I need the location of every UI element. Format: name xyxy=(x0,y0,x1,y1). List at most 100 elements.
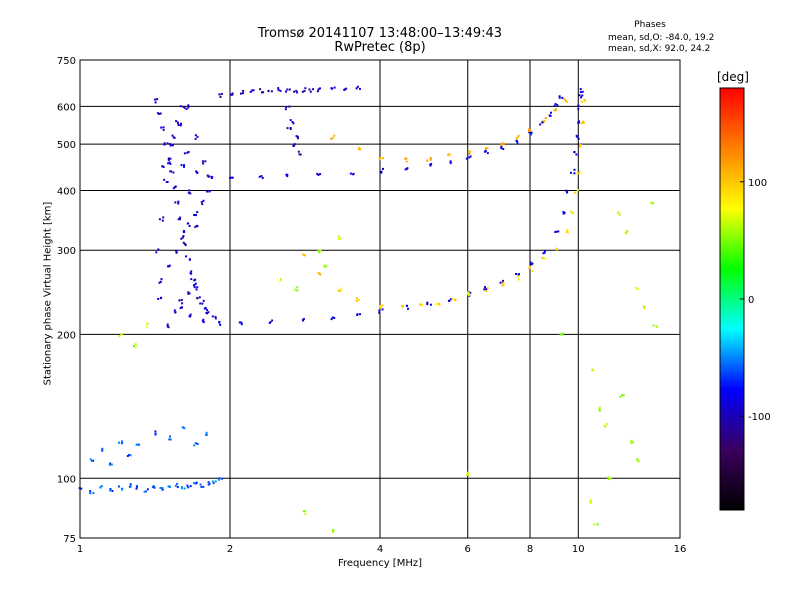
echo-point xyxy=(120,442,123,445)
echo-point xyxy=(167,162,170,165)
echo-point xyxy=(447,154,450,157)
echo-point xyxy=(175,120,178,123)
echo-point xyxy=(171,144,174,147)
echo-point xyxy=(381,308,384,311)
echo-point xyxy=(541,257,544,260)
x-tick-label: 16 xyxy=(674,544,687,555)
echo-point xyxy=(378,309,381,312)
echo-point xyxy=(207,311,210,314)
echo-point xyxy=(304,513,307,516)
echo-point xyxy=(267,89,270,92)
echo-point xyxy=(573,172,576,175)
echo-point xyxy=(609,477,612,480)
echo-point xyxy=(167,157,170,160)
echo-point xyxy=(451,297,454,300)
echo-point xyxy=(154,432,157,435)
echo-point xyxy=(177,218,180,221)
echo-point xyxy=(643,307,646,310)
echo-point xyxy=(187,291,190,294)
echo-point xyxy=(622,394,625,397)
echo-point xyxy=(162,126,165,129)
echo-point xyxy=(154,430,157,433)
echo-point xyxy=(581,90,584,93)
echo-point xyxy=(202,299,205,302)
echo-point xyxy=(163,178,166,181)
echo-point xyxy=(117,441,120,444)
echo-point xyxy=(543,257,545,260)
echo-point xyxy=(302,319,305,322)
echo-point xyxy=(565,231,568,233)
echo-point xyxy=(252,89,255,92)
y-tick-label: 75 xyxy=(63,534,76,545)
echo-point xyxy=(196,297,199,300)
echo-point xyxy=(162,128,165,131)
phases-o-mode: mean, sd,O: -84.0, 19.2 xyxy=(608,33,715,43)
echo-point xyxy=(204,160,207,163)
echo-point xyxy=(218,93,221,96)
x-tick-label: 4 xyxy=(377,544,383,555)
echo-point xyxy=(176,486,179,488)
echo-point xyxy=(187,191,190,194)
echo-point xyxy=(502,142,504,145)
x-axis-label: Frequency [MHz] xyxy=(337,558,423,569)
echo-point xyxy=(571,211,574,214)
echo-point xyxy=(196,442,199,445)
echo-point xyxy=(484,147,487,150)
echo-point xyxy=(218,320,221,323)
echo-point xyxy=(188,189,191,192)
echo-point xyxy=(268,322,271,324)
echo-point xyxy=(172,187,175,190)
echo-point xyxy=(109,488,112,490)
echo-point xyxy=(193,444,196,447)
echo-point xyxy=(465,157,468,160)
echo-point xyxy=(182,241,185,244)
echo-point xyxy=(345,87,348,90)
echo-point xyxy=(631,441,634,444)
echo-point xyxy=(240,321,243,324)
colorbar-unit: [deg] xyxy=(717,70,749,84)
echo-point xyxy=(137,443,140,446)
echo-point xyxy=(577,172,580,175)
echo-point xyxy=(355,87,358,90)
echo-point xyxy=(469,291,472,294)
echo-point xyxy=(579,88,582,91)
echo-point xyxy=(169,170,172,173)
echo-point xyxy=(219,323,222,326)
echo-point xyxy=(554,231,557,233)
echo-point xyxy=(162,216,165,219)
echo-point xyxy=(189,313,192,316)
echo-point xyxy=(563,211,566,214)
echo-point xyxy=(206,309,209,311)
echo-point xyxy=(330,87,333,90)
echo-point xyxy=(319,249,322,252)
echo-point xyxy=(553,109,556,112)
echo-point xyxy=(176,121,179,124)
echo-point xyxy=(167,485,170,488)
echo-point xyxy=(330,318,333,321)
echo-point xyxy=(208,190,211,193)
colorbar-ticks: 100 0 -100 xyxy=(740,178,771,423)
echo-point xyxy=(277,88,280,91)
echo-point xyxy=(121,488,123,491)
echo-point xyxy=(299,153,302,156)
echo-point xyxy=(229,176,231,179)
echo-point xyxy=(467,292,470,295)
echo-point xyxy=(100,485,103,488)
phases-heading: Phases xyxy=(634,20,666,30)
echo-point xyxy=(179,105,182,108)
echo-point xyxy=(308,88,311,91)
echo-point xyxy=(577,120,580,123)
echo-point xyxy=(194,442,197,445)
echo-point xyxy=(171,134,174,137)
echo-point xyxy=(486,152,489,155)
echo-point xyxy=(449,160,452,163)
echo-point xyxy=(289,128,292,130)
echo-point xyxy=(179,216,182,219)
echo-point xyxy=(426,159,429,162)
echo-point xyxy=(655,325,658,328)
echo-point xyxy=(134,346,137,349)
echo-point xyxy=(108,463,111,466)
echo-point xyxy=(168,438,171,441)
echo-point xyxy=(617,211,620,214)
echo-point xyxy=(330,137,333,140)
